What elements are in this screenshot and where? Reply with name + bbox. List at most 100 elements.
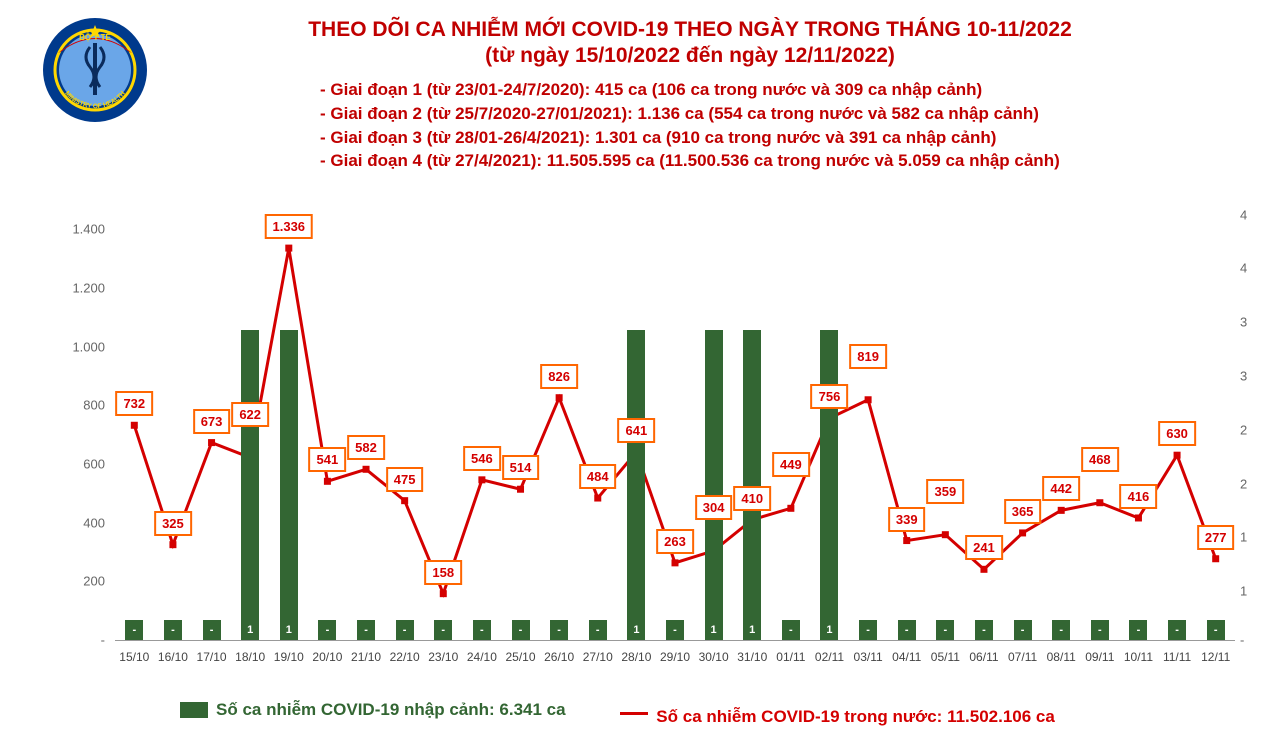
line-marker [208, 439, 215, 446]
x-tick: 07/11 [1008, 650, 1037, 664]
line-marker [672, 559, 679, 566]
bar-label: 1 [749, 624, 755, 636]
x-tick: 26/10 [544, 650, 574, 664]
line-data-label: 732 [115, 391, 153, 416]
line-data-label: 158 [424, 560, 462, 585]
line-data-label: 673 [193, 409, 231, 434]
x-tick: 27/10 [583, 650, 613, 664]
bar: - [1129, 620, 1147, 640]
bar-label: 1 [247, 624, 253, 636]
line-data-label: 630 [1158, 421, 1196, 446]
x-tick: 29/10 [660, 650, 690, 664]
bar-label: - [596, 624, 600, 636]
bar: - [936, 620, 954, 640]
bar-label: - [171, 624, 175, 636]
x-tick: 03/11 [854, 650, 883, 664]
bar-label: - [982, 624, 986, 636]
line-marker [594, 495, 601, 502]
bar-label: - [519, 624, 523, 636]
line-data-label: 304 [695, 495, 733, 520]
bar-label: - [1214, 624, 1218, 636]
line-marker [903, 537, 910, 544]
bar-label: - [789, 624, 793, 636]
bar: - [1014, 620, 1032, 640]
x-tick: 05/11 [931, 650, 960, 664]
y-left-tick: 1.400 [60, 222, 105, 237]
bar-label: - [1021, 624, 1025, 636]
legend-line-item: Số ca nhiễm COVID-19 trong nước: 11.502.… [620, 707, 1055, 727]
line-data-label: 1.336 [265, 214, 314, 239]
bar: 1 [705, 330, 723, 640]
line-data-label: 541 [309, 447, 347, 472]
y-right-tick: 3 [1240, 315, 1284, 330]
x-tick: 15/10 [119, 650, 149, 664]
bar-label: - [1175, 624, 1179, 636]
line-data-label: 582 [347, 435, 385, 460]
line-marker [285, 245, 292, 252]
y-right-tick: 2 [1240, 476, 1284, 491]
bar: - [1052, 620, 1070, 640]
x-tick: 04/11 [892, 650, 921, 664]
line-data-label: 410 [733, 486, 771, 511]
x-tick: 24/10 [467, 650, 497, 664]
line-data-label: 365 [1004, 499, 1042, 524]
line-data-label: 546 [463, 446, 501, 471]
line-data-label: 468 [1081, 447, 1119, 472]
line-data-label: 241 [965, 535, 1003, 560]
y-right-tick: 2 [1240, 422, 1284, 437]
title-line-1: THEO DÕI CA NHIỄM MỚI COVID-19 THEO NGÀY… [230, 18, 1150, 42]
desc-line-2: - Giai đoạn 2 (từ 25/7/2020-27/01/2021):… [320, 102, 1060, 126]
chart-container: BỘ Y TẾ MINISTRY OF HEALTH THEO DÕI CA N… [0, 0, 1284, 740]
x-tick: 22/10 [390, 650, 420, 664]
y-left-tick: - [60, 633, 105, 648]
line-data-label: 277 [1197, 525, 1235, 550]
bar-label: - [866, 624, 870, 636]
bar: - [782, 620, 800, 640]
line-data-label: 622 [231, 402, 269, 427]
x-tick: 19/10 [274, 650, 304, 664]
bar: - [898, 620, 916, 640]
bar: - [357, 620, 375, 640]
bar: - [125, 620, 143, 640]
line-data-label: 756 [811, 384, 849, 409]
bar-label: - [403, 624, 407, 636]
line-data-label: 359 [926, 479, 964, 504]
bar: - [1207, 620, 1225, 640]
y-left-tick: 200 [60, 574, 105, 589]
x-tick: 17/10 [197, 650, 227, 664]
line-marker [556, 394, 563, 401]
bar: 1 [627, 330, 645, 640]
line-data-label: 484 [579, 464, 617, 489]
line-marker [980, 566, 987, 573]
chart-area: -2004006008001.0001.2001.400 -11223344 -… [60, 200, 1240, 660]
line-marker [131, 422, 138, 429]
bar-label: - [905, 624, 909, 636]
y-axis-left: -2004006008001.0001.2001.400 [60, 200, 110, 660]
bar: - [396, 620, 414, 640]
line-marker [1135, 514, 1142, 521]
x-tick: 18/10 [235, 650, 265, 664]
y-left-tick: 600 [60, 457, 105, 472]
x-tick: 09/11 [1085, 650, 1114, 664]
y-right-tick: 4 [1240, 261, 1284, 276]
bar: - [164, 620, 182, 640]
line-marker [787, 505, 794, 512]
bar: - [318, 620, 336, 640]
bar-label: - [557, 624, 561, 636]
x-tick: 02/11 [815, 650, 844, 664]
bar: - [473, 620, 491, 640]
bar-label: - [210, 624, 214, 636]
bar-label: - [1137, 624, 1141, 636]
legend-bar-item: Số ca nhiễm COVID-19 nhập cảnh: 6.341 ca [180, 700, 566, 720]
bar-label: - [364, 624, 368, 636]
bar: - [975, 620, 993, 640]
bar: - [512, 620, 530, 640]
y-right-tick: 3 [1240, 369, 1284, 384]
x-tick: 11/11 [1163, 650, 1191, 664]
chart-title: THEO DÕI CA NHIỄM MỚI COVID-19 THEO NGÀY… [230, 18, 1150, 68]
line-data-label: 325 [154, 511, 192, 536]
x-tick: 21/10 [351, 650, 381, 664]
line-data-label: 514 [502, 455, 540, 480]
desc-line-3: - Giai đoạn 3 (từ 28/01-26/4/2021): 1.30… [320, 126, 1060, 150]
bar-label: - [673, 624, 677, 636]
